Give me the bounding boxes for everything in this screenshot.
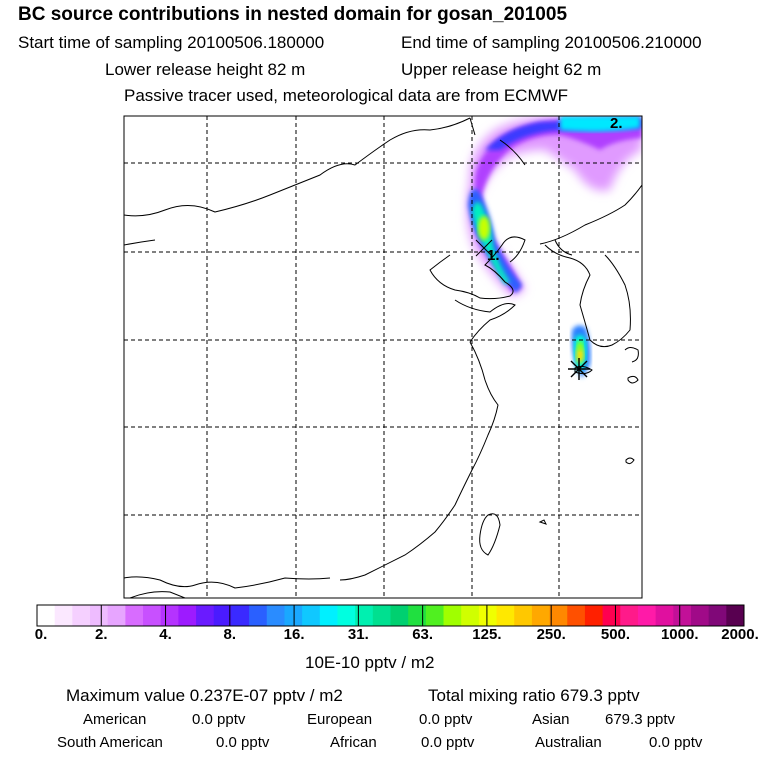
colorbar-cell (461, 605, 480, 626)
colorbar-cell (355, 605, 374, 626)
colorbar-tick-label: 16. (283, 626, 305, 643)
colorbar-cell (337, 605, 356, 626)
region-name-asian: Asian (532, 711, 570, 728)
colorbar-cell (549, 605, 568, 626)
lower-release-height: Lower release height 82 m (105, 60, 306, 79)
colorbar-cell (54, 605, 73, 626)
colorbar-tick-label: 4. (159, 626, 172, 643)
region-value-australian: 0.0 pptv (649, 734, 703, 751)
colorbar-tick-label: 250. (536, 626, 566, 643)
colorbar-tick-label: 2. (95, 626, 108, 643)
end-time: End time of sampling 20100506.210000 (401, 33, 702, 52)
colorbar-cell (160, 605, 179, 626)
trajectory-cross (475, 239, 493, 257)
colorbar-cell (531, 605, 551, 626)
colorbar-cell (690, 605, 710, 626)
colorbar-tick-label: 500. (600, 626, 631, 643)
region-value-south-american: 0.0 pptv (216, 734, 270, 751)
region-name-american: American (83, 711, 147, 728)
region-name-african: African (330, 734, 377, 751)
colorbar-tick-label: 63. (412, 626, 434, 643)
colorbar-cell (620, 605, 639, 626)
colorbar-tick-label: 8. (223, 626, 237, 643)
colorbar-cell (302, 605, 321, 626)
colorbar-cell (637, 605, 657, 626)
colorbar-cell (284, 605, 303, 626)
upper-release-height: Upper release height 62 m (401, 60, 602, 79)
colorbar-cell (478, 605, 498, 626)
marker-2: 2. (610, 115, 623, 132)
colorbar-frame (36, 604, 745, 627)
colorbar-cell (249, 605, 268, 626)
region-value-european: 0.0 pptv (419, 711, 473, 728)
receptor-marker (568, 358, 590, 380)
colorbar-tick-label: 0. (34, 626, 48, 643)
start-time: Start time of sampling 20100506.180000 (18, 33, 325, 52)
colorbar-cell (372, 605, 391, 626)
colorbar-cell (37, 605, 56, 626)
total-mixing-ratio: Total mixing ratio 679.3 pptv (428, 686, 640, 705)
colorbar-tick-label: 2000. (721, 626, 759, 643)
colorbar-cell (708, 605, 727, 626)
plume-field (466, 116, 642, 378)
colorbar-cell (231, 605, 250, 626)
region-name-australian: Australian (535, 734, 602, 751)
colorbar-cell (72, 605, 91, 626)
colorbar-cell (584, 605, 604, 626)
maximum-value: Maximum value 0.237E-07 pptv / m2 (66, 686, 343, 705)
map-frame (123, 115, 643, 599)
region-value-african: 0.0 pptv (421, 734, 475, 751)
colorbar-cell (514, 605, 533, 626)
colorbar-cell (196, 605, 215, 626)
grid-lines (124, 116, 642, 598)
plot-title: BC source contributions in nested domain… (18, 4, 568, 25)
marker-1: 1. (487, 247, 500, 264)
colorbar-cell (90, 605, 109, 626)
colorbar-cell (425, 605, 445, 626)
map-background (124, 116, 642, 598)
colorbar-cell (655, 605, 674, 626)
colorbar-cell (107, 605, 126, 626)
coastlines (124, 117, 642, 598)
colorbar-cell (390, 605, 409, 626)
colorbar-cell (443, 605, 462, 626)
colorbar-cell (408, 605, 427, 626)
colorbar-cell (125, 605, 144, 626)
colorbar-cell (496, 605, 515, 626)
region-name-european: European (307, 711, 373, 728)
region-name-south-american: South American (57, 734, 163, 751)
colorbar-tick-label: 31. (347, 626, 369, 643)
region-value-asian: 679.3 pptv (605, 711, 676, 728)
colorbar-cell (602, 605, 621, 626)
colorbar-cell (266, 605, 285, 626)
tracer-note: Passive tracer used, meteorological data… (124, 86, 569, 105)
colorbar-cell (726, 605, 745, 626)
colorbar-cell (143, 605, 162, 626)
colorbar-cell (567, 605, 586, 626)
colorbar-cell (178, 605, 197, 626)
colorbar-tick-label: 1000. (660, 626, 699, 643)
colorbar-tick-label: 125. (472, 626, 502, 643)
colorbar-cell (213, 605, 232, 626)
colorbar-cell (673, 605, 692, 626)
colorbar-cell (319, 605, 338, 626)
region-value-american: 0.0 pptv (192, 711, 246, 728)
colorbar-units: 10E-10 pptv / m2 (305, 653, 435, 672)
